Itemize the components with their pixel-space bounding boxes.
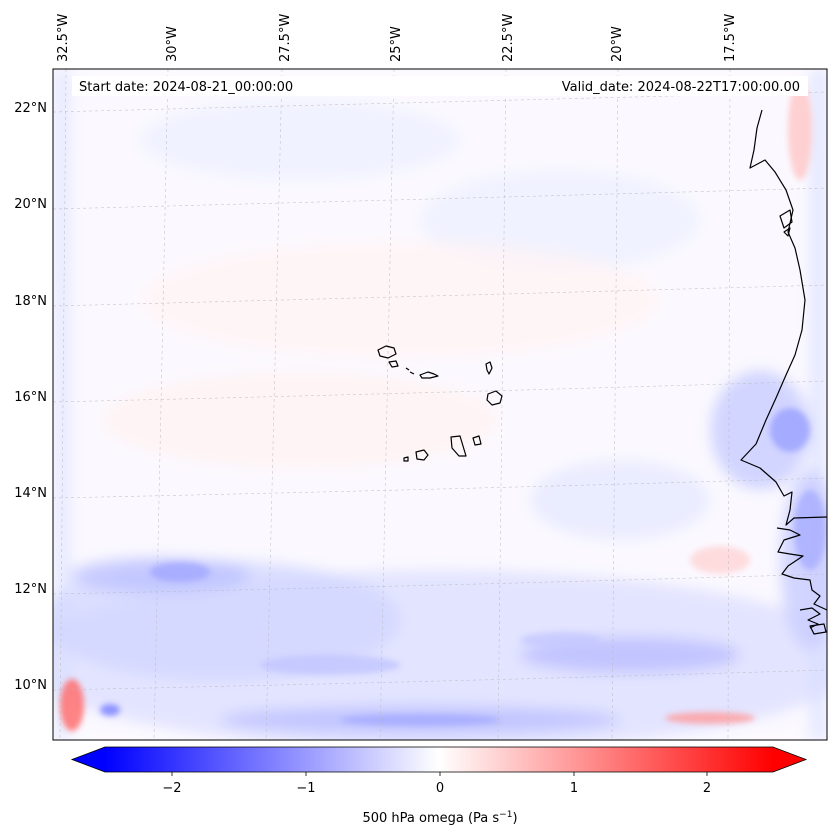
lon-label-22-5w: 22.5°W bbox=[501, 14, 516, 62]
lon-label-30w: 30°W bbox=[165, 26, 180, 62]
colorbar: −2 −1 0 1 2 500 hPa omega (Pa s−1) bbox=[70, 746, 808, 826]
lat-label-18n: 18°N bbox=[14, 294, 47, 309]
lat-label-12n: 12°N bbox=[14, 582, 47, 597]
lat-label-20n: 20°N bbox=[14, 197, 47, 212]
omega-field bbox=[53, 69, 827, 740]
header-band: Start date: 2024-08-21_00:00:00 Valid_da… bbox=[72, 76, 808, 96]
lat-label-22n: 22°N bbox=[14, 101, 47, 116]
colorbar-ticks bbox=[171, 772, 708, 776]
lat-label-10n: 10°N bbox=[14, 678, 47, 693]
island-sao-nicolau bbox=[419, 371, 439, 379]
colorbar-title: 500 hPa omega (Pa s−1) bbox=[362, 810, 517, 826]
colorbar-tick-minus2: −2 bbox=[162, 781, 181, 796]
colorbar-outline bbox=[70, 746, 808, 773]
lat-label-16n: 16°N bbox=[14, 390, 47, 405]
map-panel: Start date: 2024-08-21_00:00:00 Valid_da… bbox=[53, 69, 827, 740]
coastline-gambia bbox=[776, 527, 827, 611]
colorbar-tick-2: 2 bbox=[703, 781, 711, 796]
lon-label-27-5w: 27.5°W bbox=[278, 14, 293, 62]
coastlines bbox=[377, 109, 827, 635]
colorbar-tick-0: 0 bbox=[436, 781, 444, 796]
start-date-label: Start date: 2024-08-21_00:00:00 bbox=[79, 80, 293, 95]
island-brava bbox=[403, 456, 409, 462]
latitude-labels: 22°N 20°N 18°N 16°N 14°N 12°N 10°N bbox=[14, 101, 47, 693]
island-santiago bbox=[450, 435, 467, 457]
longitude-labels: 32.5°W 30°W 27.5°W 25°W 22.5°W 20°W 17.5… bbox=[56, 14, 738, 62]
lon-label-25w: 25°W bbox=[389, 26, 404, 62]
valid-date-label: Valid_date: 2024-08-22T17:00:00.00 bbox=[562, 80, 800, 95]
lon-label-17-5w: 17.5°W bbox=[723, 14, 738, 62]
colorbar-body bbox=[105, 747, 773, 772]
colorbar-tick-1: 1 bbox=[570, 781, 578, 796]
coastline-africa bbox=[740, 109, 827, 526]
colorbar-max-extend bbox=[773, 747, 806, 772]
colorbar-tick-minus1: −1 bbox=[296, 781, 315, 796]
island-boa-vista bbox=[486, 390, 503, 406]
graticule bbox=[53, 69, 827, 740]
lon-label-32-5w: 32.5°W bbox=[56, 14, 71, 62]
island-sao-vicente bbox=[388, 360, 399, 368]
map-frame bbox=[52, 68, 828, 741]
lon-label-20w: 20°W bbox=[610, 26, 625, 62]
colorbar-min-extend bbox=[72, 747, 105, 772]
lat-label-14n: 14°N bbox=[14, 486, 47, 501]
island-santo-antao bbox=[377, 345, 397, 359]
island-maio bbox=[472, 435, 482, 446]
island-sal bbox=[485, 361, 493, 375]
island-fogo bbox=[415, 449, 429, 461]
